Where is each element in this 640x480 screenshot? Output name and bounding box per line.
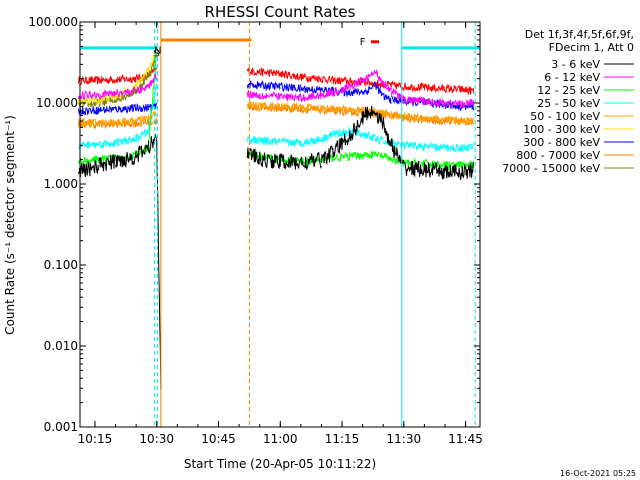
flag-label: S <box>154 49 160 60</box>
series-line <box>78 68 475 108</box>
x-tick-label: 11:30 <box>387 432 422 446</box>
series-line <box>78 66 475 96</box>
legend: Det 1f,3f,4f,5f,6f,9f, FDecim 1, Att 0 3… <box>502 28 634 175</box>
x-tick-label: 11:15 <box>325 432 360 446</box>
x-axis-label: Start Time (20-Apr-05 10:11:22) <box>184 457 376 471</box>
legend-item: 7000 - 15000 keV <box>502 162 634 175</box>
flag-label: F <box>360 37 366 48</box>
legend-label: 25 - 50 keV <box>537 97 600 110</box>
x-tick-label: 11:00 <box>263 432 298 446</box>
series-line <box>78 83 475 153</box>
flag-label: N <box>154 45 161 56</box>
chart-title: RHESSI Count Rates <box>205 3 356 21</box>
legend-item: 6 - 12 keV <box>544 71 634 84</box>
x-tick-label: 10:30 <box>139 432 174 446</box>
legend-label: 3 - 6 keV <box>551 58 600 71</box>
legend-item: 3 - 6 keV <box>551 58 634 71</box>
legend-item: 50 - 100 keV <box>530 110 634 123</box>
y-axis: 0.001 0.010 0.100 1.000 10.000 100.000 <box>28 15 480 434</box>
y-tick-label: 1.000 <box>44 177 78 191</box>
x-tick-label: 11:45 <box>448 432 483 446</box>
legend-title-line-2: FDecim 1, Att 0 <box>549 41 634 54</box>
legend-title-line-1: Det 1f,3f,4f,5f,6f,9f, <box>525 28 634 41</box>
series-line <box>78 53 475 171</box>
legend-item: 25 - 50 keV <box>537 97 634 110</box>
series-line <box>78 105 475 391</box>
legend-label: 800 - 7000 keV <box>516 149 600 162</box>
timestamp: 16-Oct-2021 05:25 <box>560 469 636 478</box>
x-axis: 10:15 10:30 10:45 11:00 11:15 11:30 11:45 <box>78 22 483 446</box>
legend-item: 12 - 25 keV <box>537 84 634 97</box>
legend-label: 12 - 25 keV <box>537 84 600 97</box>
legend-label: 100 - 300 keV <box>523 123 600 136</box>
legend-item: 800 - 7000 keV <box>516 149 634 162</box>
legend-item: 100 - 300 keV <box>523 123 634 136</box>
legend-label: 6 - 12 keV <box>544 71 600 84</box>
y-tick-label: 0.001 <box>44 420 78 434</box>
x-tick-label: 10:15 <box>78 432 113 446</box>
legend-label: 300 - 800 keV <box>523 136 600 149</box>
y-axis-label: Count Rate (s⁻¹ detector segment⁻¹) <box>3 115 17 335</box>
y-tick-label: 0.100 <box>44 258 78 272</box>
y-tick-label: 0.010 <box>44 339 78 353</box>
legend-label: 7000 - 15000 keV <box>502 162 600 175</box>
y-tick-label: 10.000 <box>36 96 78 110</box>
x-tick-label: 10:45 <box>201 432 236 446</box>
legend-item: 300 - 800 keV <box>523 136 634 149</box>
y-tick-label: 100.000 <box>28 15 78 29</box>
legend-label: 50 - 100 keV <box>530 110 600 123</box>
